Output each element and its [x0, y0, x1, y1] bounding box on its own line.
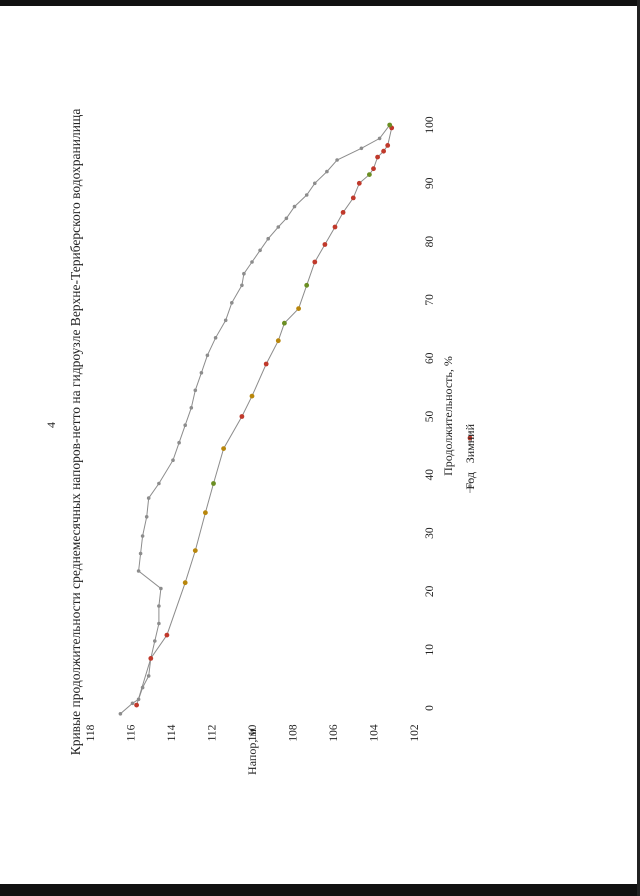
- data-point-god: [258, 248, 262, 253]
- data-point-god: [146, 496, 151, 500]
- scan-border-top: [0, 0, 640, 6]
- data-point-god: [242, 271, 246, 276]
- legend-label-zimniy: Зимний: [463, 423, 477, 463]
- data-point-zimniy: [203, 510, 208, 516]
- data-point-zimniy: [381, 148, 386, 154]
- x-tick-label: 20: [424, 585, 436, 597]
- x-tick-label: 90: [424, 177, 436, 189]
- x-tick-label: 10: [424, 644, 436, 656]
- data-point-god: [205, 353, 210, 358]
- data-point-god: [335, 158, 339, 162]
- y-tick-label: 118: [85, 724, 97, 741]
- data-point-god: [138, 551, 143, 556]
- data-point-god: [136, 569, 141, 573]
- data-point-god: [140, 534, 145, 538]
- data-point-god: [284, 216, 289, 221]
- data-point-god: [130, 701, 135, 706]
- y-tick-label: 106: [328, 724, 340, 742]
- data-point-god: [213, 336, 218, 340]
- y-tick-label: 102: [409, 724, 421, 742]
- data-point-zimniy: [371, 166, 376, 172]
- data-point-zimniy: [350, 195, 356, 201]
- data-point-god: [292, 204, 297, 209]
- data-point-god: [153, 639, 157, 643]
- x-tick-label: 30: [424, 527, 436, 539]
- y-tick-label: 112: [207, 724, 219, 741]
- data-point-zimniy: [387, 122, 393, 128]
- scan-border-right: [637, 0, 640, 896]
- y-tick-label: 104: [369, 724, 381, 742]
- data-point-god: [189, 406, 194, 410]
- data-point-god: [118, 712, 123, 716]
- data-point-god: [250, 260, 254, 264]
- y-tick-label: 116: [126, 724, 138, 741]
- data-point-zimniy: [182, 580, 188, 586]
- data-point-zimniy: [263, 361, 269, 367]
- data-point-zimniy: [296, 306, 301, 311]
- y-tick-label: 108: [288, 724, 300, 742]
- data-point-zimniy: [148, 656, 154, 661]
- y-tick-label: 114: [166, 724, 178, 741]
- series-line-god: [120, 124, 391, 715]
- chart-title: Кривые продолжительности среднемесячных …: [68, 109, 83, 756]
- x-tick-label: 100: [424, 116, 436, 134]
- x-tick-label: 40: [424, 469, 436, 481]
- x-tick-label: 70: [424, 294, 436, 306]
- data-point-zimniy: [134, 702, 140, 708]
- data-point-zimniy: [340, 210, 346, 215]
- legend-marker-god: [468, 484, 472, 488]
- x-tick-label: 0: [424, 705, 436, 711]
- data-point-zimniy: [312, 259, 318, 265]
- data-point-zimniy: [322, 242, 328, 247]
- data-point-god: [177, 440, 181, 445]
- y-tick-label: 110: [247, 724, 259, 741]
- series-line-zimniy: [136, 124, 393, 706]
- data-point-god: [223, 318, 228, 323]
- data-point-zimniy: [192, 548, 198, 553]
- data-point-god: [171, 458, 175, 463]
- data-point-god: [377, 136, 382, 141]
- data-point-zimniy: [211, 481, 216, 486]
- data-point-zimniy: [221, 446, 227, 451]
- data-point-god: [325, 169, 329, 174]
- data-point-zimniy: [249, 393, 255, 399]
- data-point-zimniy: [367, 172, 372, 178]
- x-axis-label: Продолжительность, %: [441, 356, 455, 476]
- data-point-zimniy: [239, 414, 245, 419]
- data-point-zimniy: [164, 632, 170, 638]
- data-point-god: [157, 604, 161, 608]
- data-point-god: [144, 515, 149, 519]
- data-point-zimniy: [375, 154, 380, 160]
- data-point-god: [359, 146, 364, 151]
- data-point-zimniy: [282, 320, 287, 326]
- x-tick-label: 80: [424, 236, 436, 248]
- x-tick-label: 50: [424, 411, 436, 423]
- data-point-god: [240, 283, 244, 288]
- data-point-zimniy: [385, 143, 391, 148]
- data-point-god: [157, 481, 161, 486]
- y-axis-label: Напор, м: [245, 729, 259, 775]
- data-point-god: [276, 225, 281, 229]
- legend-label-god: Год: [463, 472, 477, 490]
- data-point-god: [146, 674, 151, 678]
- data-point-zimniy: [356, 180, 362, 186]
- data-point-god: [159, 586, 163, 591]
- data-point-god: [193, 388, 198, 393]
- scan-border-bottom: [0, 884, 640, 896]
- data-point-god: [230, 301, 234, 305]
- data-point-zimniy: [304, 282, 310, 288]
- data-point-zimniy: [275, 338, 281, 344]
- legend-marker-zimniy: [467, 435, 473, 441]
- data-point-god: [313, 181, 317, 186]
- data-point-god: [183, 423, 187, 428]
- data-point-god: [157, 621, 161, 626]
- data-point-zimniy: [332, 224, 338, 230]
- data-point-god: [199, 371, 204, 375]
- data-point-god: [304, 193, 309, 197]
- data-point-god: [266, 236, 271, 241]
- x-tick-label: 60: [424, 352, 436, 364]
